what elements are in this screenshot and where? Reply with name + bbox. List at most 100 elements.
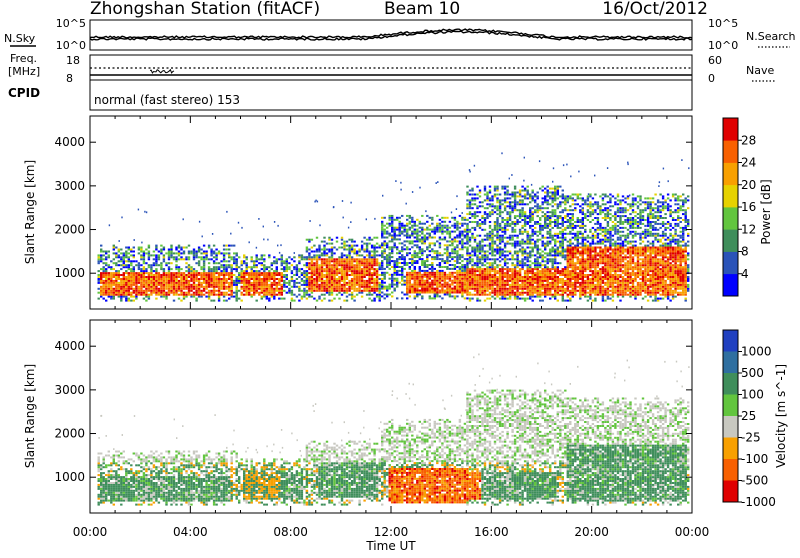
data-cell	[499, 203, 501, 205]
data-cell	[459, 266, 461, 268]
data-cell	[208, 258, 210, 260]
data-cell	[188, 282, 190, 284]
data-cell	[542, 282, 544, 284]
data-cell	[577, 282, 579, 284]
noise-left-tick-bottom: 10^0	[56, 39, 86, 52]
data-cell	[371, 264, 373, 266]
data-cell	[424, 282, 426, 284]
data-cell	[215, 278, 217, 280]
data-cell	[504, 207, 506, 209]
data-cell	[572, 286, 574, 288]
data-cell	[353, 268, 355, 270]
data-cell	[429, 282, 431, 284]
data-cell	[562, 194, 564, 196]
data-cell	[481, 284, 483, 286]
data-cell	[246, 292, 248, 294]
data-cell	[303, 282, 305, 284]
data-cell	[246, 258, 248, 260]
data-cell	[404, 284, 406, 286]
data-cell	[333, 288, 335, 290]
data-cell	[105, 252, 107, 254]
data-cell	[105, 274, 107, 276]
data-cell	[366, 260, 368, 262]
data-cell	[501, 294, 503, 296]
data-cell	[200, 256, 202, 258]
data-cell	[336, 294, 338, 296]
data-cell	[321, 252, 323, 254]
data-cell	[531, 184, 532, 186]
data-cell	[562, 286, 564, 288]
data-cell	[489, 280, 491, 282]
data-cell	[554, 260, 556, 262]
data-cell	[225, 288, 227, 290]
data-cell	[559, 290, 561, 292]
data-cell	[188, 286, 190, 288]
data-cell	[301, 254, 303, 256]
data-cell	[572, 194, 574, 196]
data-cell	[574, 280, 576, 282]
data-cell	[248, 272, 250, 274]
data-cell	[421, 229, 423, 231]
data-cell	[238, 282, 240, 284]
data-cell	[358, 266, 360, 268]
data-cell	[336, 258, 338, 260]
data-cell	[318, 251, 320, 253]
data-cell	[409, 258, 411, 260]
data-cell	[562, 231, 564, 233]
data-cell	[476, 211, 478, 213]
data-cell	[323, 251, 325, 253]
data-cell	[361, 258, 363, 260]
data-cell	[499, 229, 501, 231]
data-cell	[484, 256, 486, 258]
data-cell	[256, 274, 258, 276]
data-cell	[213, 292, 215, 294]
data-cell	[549, 219, 551, 221]
data-cell	[454, 238, 456, 240]
data-cell	[429, 268, 431, 270]
data-cell	[579, 227, 581, 229]
data-cell	[358, 290, 360, 292]
data-cell	[251, 282, 253, 284]
data-cell	[476, 225, 478, 227]
data-cell	[391, 292, 393, 294]
data-cell	[321, 284, 323, 286]
data-cell	[278, 272, 280, 274]
data-cell	[572, 215, 574, 217]
data-cell	[389, 235, 391, 237]
data-cell	[381, 286, 383, 288]
data-cell	[225, 266, 227, 268]
data-cell	[449, 268, 451, 270]
data-cell	[424, 270, 426, 272]
data-cell	[331, 249, 333, 251]
data-cell	[348, 247, 350, 249]
data-cell	[341, 286, 343, 288]
data-cell	[376, 251, 378, 253]
data-cell	[474, 282, 476, 284]
data-cell	[346, 292, 348, 294]
data-cell	[421, 260, 423, 262]
data-cell	[419, 240, 421, 242]
data-cell	[190, 278, 192, 280]
data-cell	[170, 251, 172, 253]
data-cell	[547, 217, 549, 219]
data-cell	[456, 240, 458, 242]
data-cell	[190, 284, 192, 286]
data-cell	[113, 294, 115, 296]
data-cell	[529, 298, 531, 300]
data-cell	[241, 282, 243, 284]
data-cell	[326, 284, 328, 286]
data-cell	[446, 227, 448, 229]
data-cell	[499, 215, 501, 217]
data-cell	[155, 260, 157, 262]
data-cell	[501, 288, 503, 290]
data-cell	[504, 205, 506, 207]
data-cell	[311, 296, 313, 298]
data-cell	[434, 244, 436, 246]
data-cell	[469, 231, 471, 233]
data-cell	[552, 278, 554, 280]
data-cell	[228, 256, 230, 258]
data-cell	[489, 225, 491, 227]
data-cell	[286, 286, 288, 288]
data-cell	[323, 252, 325, 254]
data-cell	[451, 231, 453, 233]
